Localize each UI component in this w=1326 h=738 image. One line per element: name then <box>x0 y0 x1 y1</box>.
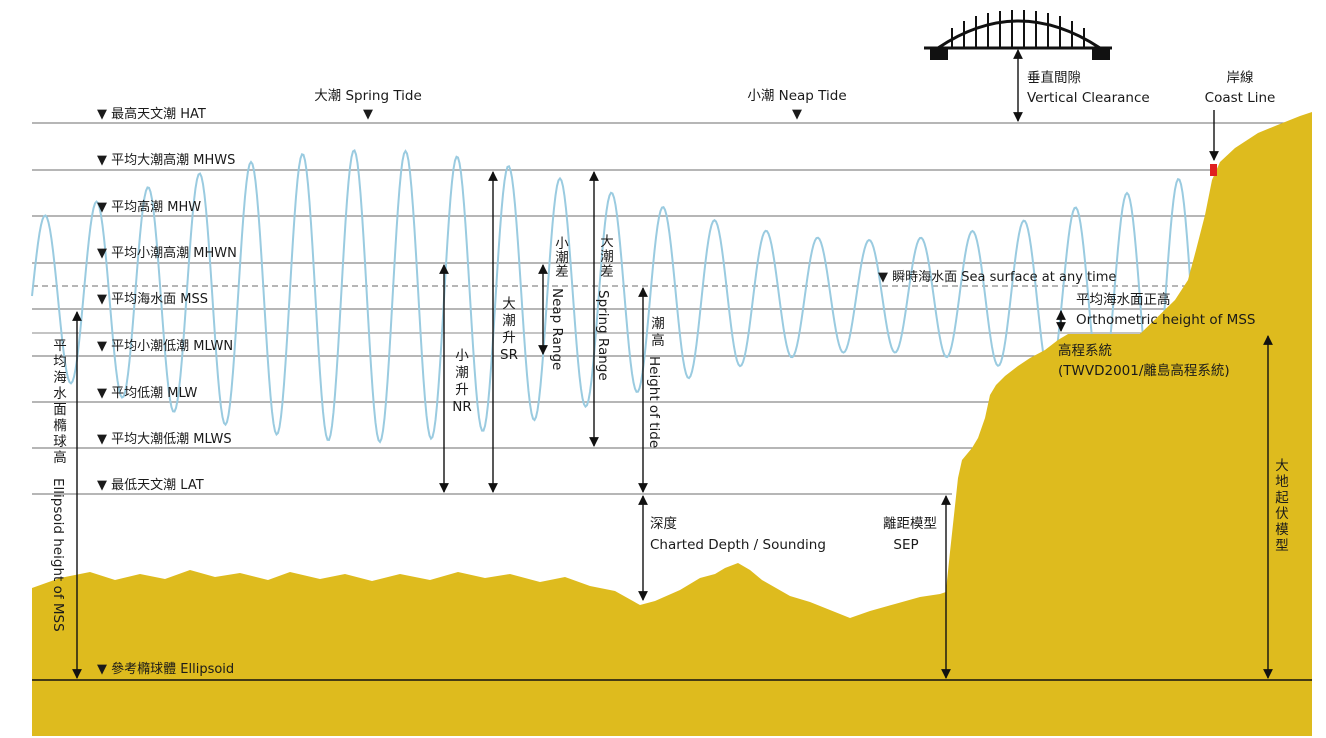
neap-range-label-char: 小 <box>555 236 569 252</box>
height-of-tide-label-char: 高 <box>651 332 665 349</box>
geoid-model-label-char: 大 <box>1275 458 1289 474</box>
spring-tide-marker: ▼ <box>363 107 373 122</box>
neap-rise-label-char: 潮 <box>455 365 469 381</box>
lat-label: ▼ 最低天文潮 LAT <box>97 478 204 493</box>
geoid-model-label-char: 型 <box>1275 538 1289 554</box>
tide-wave <box>31 149 1205 444</box>
geoid-model-label-char: 模 <box>1275 522 1289 538</box>
sep-label-en: SEP <box>893 537 918 553</box>
coast-land <box>945 334 1312 680</box>
datum-labels: ▼ 最高天文潮 HAT ▼ 平均大潮高潮 MHWS ▼ 平均高潮 MHW ▼ 平… <box>97 106 237 677</box>
neap-tide-label: 小潮 Neap Tide <box>747 88 846 104</box>
neap-range-label-char: 差 <box>555 264 569 280</box>
clearance-label-en: Vertical Clearance <box>1027 90 1150 106</box>
ellipsoid-height-label-char: 面 <box>53 402 67 418</box>
sep-label: 離距模型 <box>883 516 937 532</box>
spring-tide-label: 大潮 Spring Tide <box>314 88 422 104</box>
coast-label-en: Coast Line <box>1205 90 1276 106</box>
spring-range-label-char: 潮 <box>600 249 614 265</box>
mhwn-label: ▼ 平均小潮高潮 MHWN <box>97 245 237 261</box>
orthometric-label: 平均海水面正高 <box>1076 291 1171 308</box>
ellipsoid-height-label-char: 水 <box>53 386 67 402</box>
coast-label: 岸線 <box>1227 70 1255 86</box>
hat-label: ▼ 最高天文潮 HAT <box>97 106 206 122</box>
spring-range-label-char: 大 <box>600 234 614 250</box>
charted-depth-label-en: Charted Depth / Sounding <box>650 537 826 553</box>
mhws-label: ▼ 平均大潮高潮 MHWS <box>97 152 235 168</box>
spring-range-label-char: 差 <box>600 264 614 280</box>
mss-label: ▼ 平均海水面 MSS <box>97 292 208 307</box>
orthometric-label-en: Orthometric height of MSS <box>1076 312 1255 328</box>
ellipsoid-band <box>32 680 1312 736</box>
ellipsoid-label: ▼ 參考橢球體 Ellipsoid <box>97 662 234 677</box>
ellipsoid-height-label-char: 海 <box>53 370 67 386</box>
sea-floor <box>32 563 952 680</box>
neap-rise-label-char: NR <box>452 399 471 415</box>
coast-marker <box>1210 164 1217 176</box>
height-system-label-en: (TWVD2001/離島高程系統) <box>1058 362 1230 379</box>
geoid-model-label-char: 地 <box>1275 474 1289 490</box>
measurement-arrows <box>72 49 1273 679</box>
spring-rise-label-char: 潮 <box>502 313 516 329</box>
ellipsoid-height-label-char: 平 <box>53 338 67 354</box>
neap-range-label-en: Neap Range <box>549 288 565 370</box>
neap-tide-marker: ▼ <box>792 107 802 122</box>
sea-surface-label: ▼ 瞬時海水面 Sea surface at any time <box>878 270 1116 285</box>
ellipsoid-height-label-char: 均 <box>53 354 67 370</box>
height-of-tide-label-en: Height of tide <box>646 356 662 448</box>
ellipsoid-height-label-char: 球 <box>53 434 67 450</box>
height-of-tide-label-char: 潮 <box>651 316 665 332</box>
mlws-label: ▼ 平均大潮低潮 MLWS <box>97 432 232 447</box>
mlwn-label: ▼ 平均小潮低潮 MLWN <box>97 339 233 354</box>
charted-depth-label: 深度 <box>650 516 677 532</box>
coast-slope <box>1068 112 1312 334</box>
neap-rise-label-char: 升 <box>455 382 469 398</box>
clearance-label: 垂直間隙 <box>1027 70 1081 86</box>
datum-lines <box>32 122 1312 495</box>
mlw-label: ▼ 平均低潮 MLW <box>97 386 198 401</box>
spring-range-label-en: Spring Range <box>595 290 611 381</box>
geoid-model-label-char: 伏 <box>1275 506 1289 522</box>
neap-range-label-char: 潮 <box>555 250 569 266</box>
bridge-icon <box>924 10 1112 60</box>
ellipsoid-height-label-en: Ellipsoid height of MSS <box>50 478 66 632</box>
height-system-label: 高程系統 <box>1058 342 1112 359</box>
spring-rise-label-char: 升 <box>502 330 516 346</box>
ellipsoid-height-label-char: 橢 <box>53 418 67 434</box>
geoid-model-label-char: 起 <box>1275 490 1289 506</box>
ellipsoid-height-label-char: 高 <box>53 449 67 466</box>
spring-rise-label-char: 大 <box>502 296 516 312</box>
mhw-label: ▼ 平均高潮 MHW <box>97 199 201 215</box>
neap-rise-label-char: 小 <box>455 348 469 364</box>
spring-rise-label-char: SR <box>500 347 518 363</box>
